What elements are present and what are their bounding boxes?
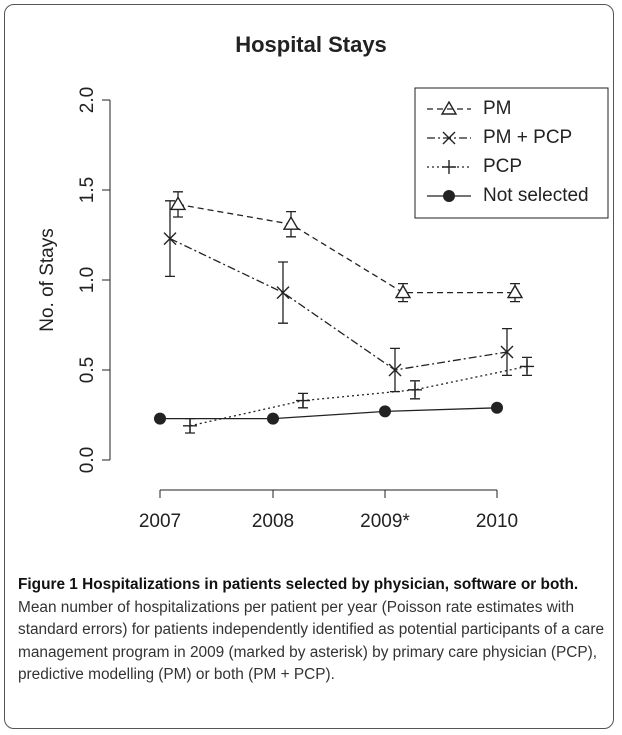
chart-title: Hospital Stays [235, 32, 387, 57]
marker [388, 363, 402, 377]
marker [379, 405, 391, 418]
marker [154, 412, 166, 425]
marker [408, 382, 422, 397]
marker [163, 232, 177, 246]
marker [440, 100, 458, 115]
legend-label: PCP [483, 156, 522, 177]
y-tick-label: 1.0 [77, 267, 98, 293]
y-tick-label: 0.5 [77, 357, 98, 383]
series-line [160, 407, 498, 420]
marker [267, 412, 279, 425]
marker [296, 393, 310, 408]
marker [276, 286, 290, 300]
marker [443, 190, 455, 202]
series-line [177, 203, 515, 294]
x-tick-label: 2009* [360, 511, 410, 532]
legend-label: Not selected [483, 185, 589, 206]
marker [282, 215, 300, 230]
y-tick-label: 1.5 [77, 177, 98, 203]
marker [169, 196, 187, 211]
series-line [189, 365, 528, 427]
x-tick-label: 2010 [476, 511, 518, 532]
legend-label: PM + PCP [483, 127, 572, 148]
marker [183, 418, 197, 433]
series-line [169, 238, 508, 371]
caption-text: Mean number of hospitalizations per pati… [18, 598, 605, 684]
marker [442, 160, 456, 174]
caption: Figure 1 Hospitalizations in patients se… [18, 574, 610, 687]
marker [442, 131, 456, 145]
x-tick-label: 2007 [139, 511, 181, 532]
marker [500, 345, 514, 359]
x-tick-label: 2008 [252, 511, 294, 532]
y-axis-label: No. of Stays [37, 228, 58, 332]
y-tick-label: 2.0 [77, 87, 98, 113]
marker [506, 284, 524, 299]
frame [4, 4, 614, 729]
marker [520, 359, 534, 374]
legend-label: PM [483, 98, 512, 119]
marker [491, 401, 503, 414]
caption-label: Figure 1 Hospitalizations in patients se… [18, 576, 579, 593]
y-tick-label: 0.0 [77, 447, 98, 473]
legend-box [414, 87, 609, 219]
marker [394, 284, 412, 299]
chart: Hospital Stays No. of Stays 0.0 0.5 1.0 1.5… [37, 32, 609, 532]
